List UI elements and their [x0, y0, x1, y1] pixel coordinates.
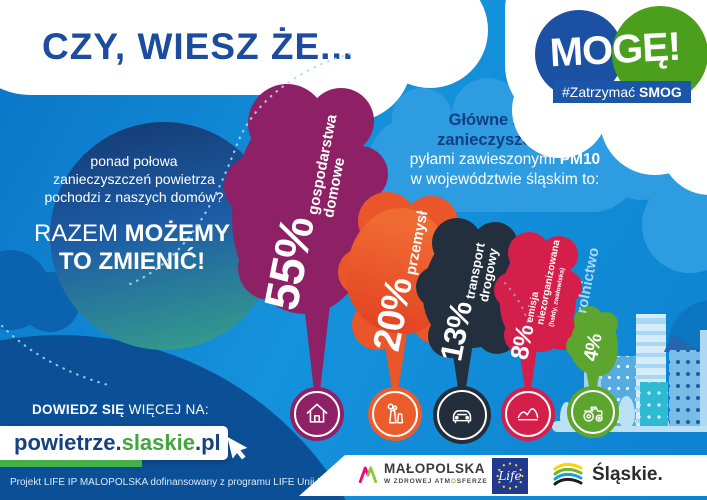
cta-regular: RAZEM: [34, 220, 118, 247]
moge-logo-text: MOGĘ!: [548, 24, 682, 76]
url-prefix: powietrze.: [14, 430, 122, 455]
balloon-text: 4%: [579, 332, 607, 364]
factory-icon: [368, 387, 422, 441]
slaskie-logo: Śląskie.: [551, 460, 663, 490]
pct-households: 55%: [255, 212, 325, 315]
malopolska-logo: MAŁOPOLSKA W ZDROWEJ ATMOSFERZE: [357, 462, 488, 486]
eu-life-logo: Life: [492, 458, 528, 494]
url-suffix: .pl: [194, 430, 221, 455]
pct-industry: 20%: [365, 274, 421, 355]
malopolska-m-icon: [358, 466, 378, 484]
sources-line3: pyłami zawieszonymi PM10: [409, 151, 601, 169]
car-icon: [433, 386, 491, 444]
more-info-rest: WIĘCEJ NA:: [128, 402, 209, 417]
balloon-string: [304, 308, 330, 392]
building-cyan: [640, 382, 668, 426]
tractor-icon: [567, 386, 619, 438]
url-highlight: slaskie: [121, 430, 195, 455]
malopolska-tagline: W ZDROWEJ ATMOSFERZE: [384, 477, 488, 485]
cta-text: RAZEM MOŻEMY TO ZMIENIĆ!: [24, 220, 240, 277]
page-title: CZY, WIESZ ŻE...: [42, 26, 355, 67]
more-info-bold: DOWIEDZ SIĘ: [32, 402, 125, 417]
sources-cloud-bump: [392, 88, 452, 148]
question-text: ponad połowa zanieczyszczeń powietrza po…: [44, 153, 224, 206]
balloon-body: [570, 312, 618, 376]
balloon-agriculture: 4%: [566, 306, 620, 400]
cursor-icon: [227, 436, 248, 460]
pct-agriculture: 4%: [579, 332, 607, 364]
green-accent-strip: [0, 460, 142, 467]
more-info-label: DOWIEDZ SIĘ WIĘCEJ NA:: [32, 402, 209, 417]
building: [700, 330, 707, 426]
pct-fugitive: 8%: [505, 323, 540, 362]
smog-text: SMOG: [639, 84, 682, 100]
tree: [618, 396, 635, 428]
slaskie-name: Śląskie.: [592, 464, 663, 485]
house-icon: [290, 387, 344, 441]
cta-bold-1: MOŻEMY: [124, 220, 230, 247]
building: [669, 350, 700, 426]
cta-bold-2: TO ZMIENIĆ!: [58, 248, 206, 276]
building-roof: [664, 334, 702, 352]
life-label: Life: [498, 469, 522, 483]
hills-icon: [501, 387, 555, 441]
malopolska-name: MAŁOPOLSKA: [384, 461, 485, 476]
hashtag-text: #Zatrzymać: [562, 84, 636, 100]
slaskie-waves-icon: [553, 462, 583, 486]
pct-transport: 13%: [433, 299, 479, 364]
life-stars: [496, 462, 524, 490]
smog-hashtag-badge: #Zatrzymać SMOG: [553, 81, 691, 103]
sources-line4: w województwie śląskim to:: [410, 171, 600, 189]
sources-intro: Główne źródła zanieczyszczenia pyłami za…: [375, 110, 635, 190]
project-note: Projekt LIFE IP MALOPOLSKA dofinansowany…: [10, 477, 375, 488]
partners-band: MAŁOPOLSKA W ZDROWEJ ATMOSFERZE Life Ślą…: [299, 455, 707, 496]
website-url[interactable]: powietrze. slaskie .pl: [0, 426, 228, 460]
